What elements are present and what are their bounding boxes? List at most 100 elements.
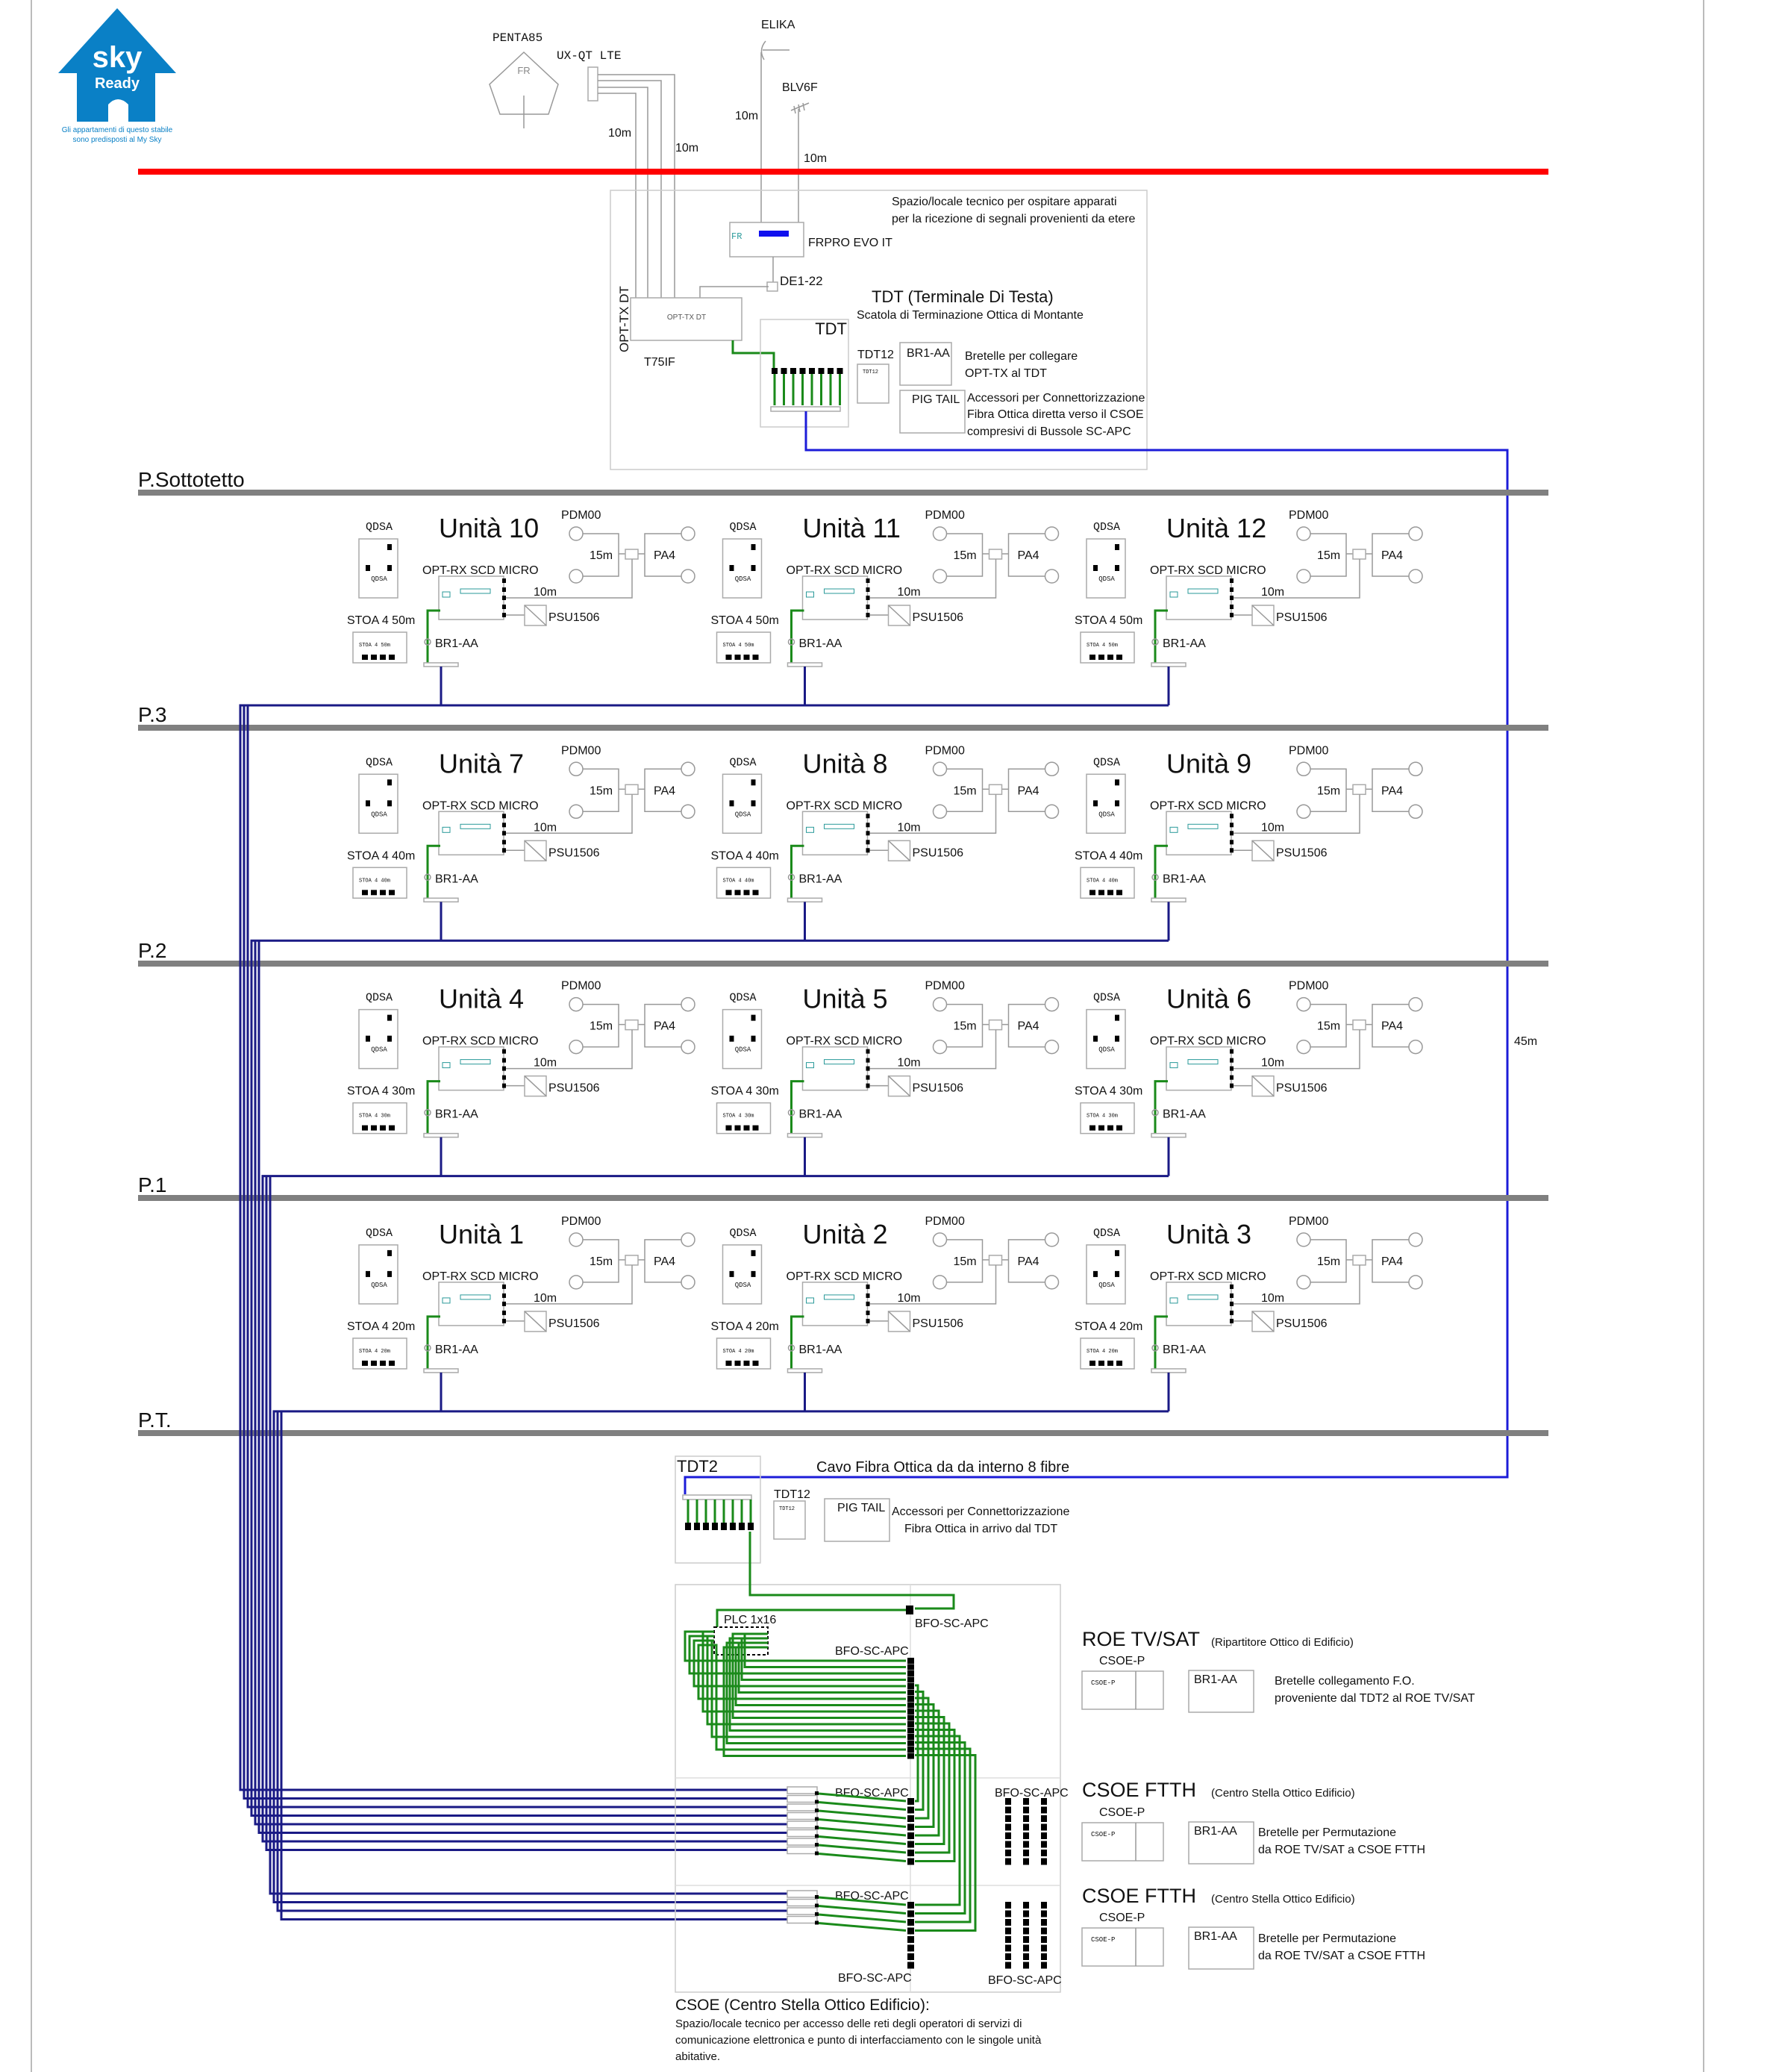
- splitter-output-fiber: [722, 1646, 906, 1757]
- pa4-label: PA4: [1381, 1255, 1403, 1268]
- qdsa-inner-label: QDSA: [735, 1046, 751, 1054]
- qdsa-inner-label: QDSA: [735, 1282, 751, 1289]
- apartment-unit: QDSA QDSA Unità 9 PDM00 15m PA4 OPT-RX SCD MIC…: [1075, 744, 1423, 941]
- label: Spazio/locale tecnico per ospitare appar…: [892, 196, 1117, 208]
- patch-fiber: [818, 1792, 907, 1803]
- outlet-icon: [1408, 569, 1423, 584]
- stoa-label: STOA 4 50m: [711, 614, 779, 627]
- coax-line: [644, 1003, 681, 1048]
- riser-fiber: [265, 1176, 802, 1851]
- connector: [366, 1035, 370, 1042]
- connector: [907, 1740, 914, 1747]
- label: CSOE FTTH: [1082, 1885, 1196, 1907]
- psu-diagonal: [524, 1076, 547, 1097]
- connector: [387, 1035, 392, 1042]
- connector: [1230, 1293, 1234, 1298]
- pa4-label: PA4: [1018, 1255, 1039, 1268]
- pdm-label: PDM00: [561, 980, 601, 993]
- pigtail-adapter: [787, 1890, 818, 1898]
- stoa-label: STOA 4 50m: [1075, 614, 1142, 627]
- connector: [389, 655, 395, 660]
- roe-to-ftth-fiber: [915, 1722, 951, 1854]
- connector: [1041, 1902, 1047, 1909]
- cable-length: 15m: [590, 549, 613, 562]
- label: OPT-TX al TDT: [965, 367, 1047, 380]
- connector: [1023, 1962, 1029, 1969]
- opt-rx-detail: [460, 1294, 491, 1300]
- connector: [1023, 1823, 1029, 1831]
- cable-length: 15m: [590, 1255, 613, 1268]
- br1-label: BR1-AA: [799, 1344, 842, 1356]
- pdm-label: PDM00: [561, 1215, 601, 1228]
- opt-rx-detail: [1169, 1062, 1178, 1069]
- pa4-label: PA4: [1018, 1020, 1039, 1033]
- opt-rx-detail: [806, 826, 814, 833]
- diagram-shape: [58, 8, 176, 122]
- outlet-icon: [932, 996, 948, 1012]
- psu-diagonal: [887, 605, 911, 626]
- br1-label: BR1-AA: [1194, 1825, 1237, 1838]
- coax-line: [1372, 533, 1409, 577]
- label: sky: [93, 41, 143, 74]
- coax-line: [1310, 1003, 1347, 1048]
- connector: [907, 1658, 914, 1664]
- connector: [703, 1523, 709, 1530]
- pdm-label: PDM00: [561, 744, 601, 757]
- stoa-label: STOA 4 30m: [1075, 1085, 1142, 1098]
- connector: [387, 1270, 392, 1277]
- label: comunicazione elettronica e punto di int…: [675, 2034, 1042, 2047]
- coax-line: [644, 533, 681, 577]
- connector: [387, 565, 392, 571]
- patch-fiber: [818, 1809, 907, 1820]
- connector: [1115, 1014, 1119, 1021]
- connector: [815, 1817, 819, 1821]
- pa4-label: PA4: [1018, 784, 1039, 797]
- opt-rx-detail: [1187, 588, 1219, 594]
- label: BFO-SC-APC: [988, 1974, 1062, 1987]
- csoe-p-box: [1081, 1822, 1164, 1862]
- connector: [1005, 1936, 1011, 1943]
- stoa-label: STOA 4 40m: [347, 849, 415, 862]
- br1-label: BR1-AA: [435, 1108, 478, 1121]
- patch-fiber: [818, 1818, 907, 1828]
- stoa-inner-label: STOA 4 40m: [723, 878, 754, 884]
- diagram-shape: [899, 342, 952, 386]
- opt-rx-receiver: [1166, 575, 1232, 620]
- diagram-shape: [773, 1500, 806, 1540]
- br1-connector-icon: [424, 638, 431, 646]
- connector: [751, 1014, 756, 1021]
- opt-rx-label: OPT-RX SCD MICRO: [422, 1035, 539, 1048]
- unit-title: Unità 7: [439, 748, 524, 778]
- psu-diagonal: [1251, 605, 1275, 626]
- connector: [907, 1944, 914, 1952]
- connector: [1089, 655, 1095, 660]
- opt-rx-label: OPT-RX SCD MICRO: [1150, 1270, 1266, 1283]
- apartment-unit: QDSA QDSA Unità 10 PDM00 15m PA4 OPT-RX SCD MI…: [347, 509, 695, 705]
- connector: [362, 655, 368, 660]
- pa4-splitter: [988, 1019, 1003, 1031]
- outlet-icon: [681, 569, 695, 584]
- qdsa-label: QDSA: [1093, 756, 1120, 769]
- diagram-shape: [598, 87, 648, 298]
- outlet-icon: [1408, 1232, 1423, 1247]
- br1-connector-icon: [1151, 638, 1159, 646]
- connector: [1115, 544, 1119, 550]
- connector: [751, 800, 756, 807]
- connector: [1107, 890, 1113, 896]
- connector: [366, 1270, 370, 1277]
- pigtail-adapter: [787, 1907, 818, 1915]
- connector: [1005, 1944, 1011, 1952]
- connector: [809, 368, 815, 374]
- connector: [1089, 890, 1095, 896]
- pa4-splitter: [625, 1019, 639, 1031]
- connector: [1115, 1270, 1119, 1277]
- ground-floor-equipment: TDT2 Cavo Fibra Ottica da da interno 8 f…: [675, 1455, 1069, 2063]
- label: Accessori per Connettorizzazione: [892, 1505, 1069, 1518]
- label: DE1-22: [780, 274, 823, 288]
- connector: [1230, 831, 1234, 836]
- outlet-icon: [1044, 804, 1060, 820]
- cable-length: 10m: [898, 586, 921, 599]
- diagram-shape: QDSA QDSA Unità 10 PDM00 15m PA4 OPT-RX SCD MI…: [347, 509, 1423, 1411]
- psu-diagonal: [524, 1311, 547, 1332]
- patch-fiber: [818, 1922, 907, 1932]
